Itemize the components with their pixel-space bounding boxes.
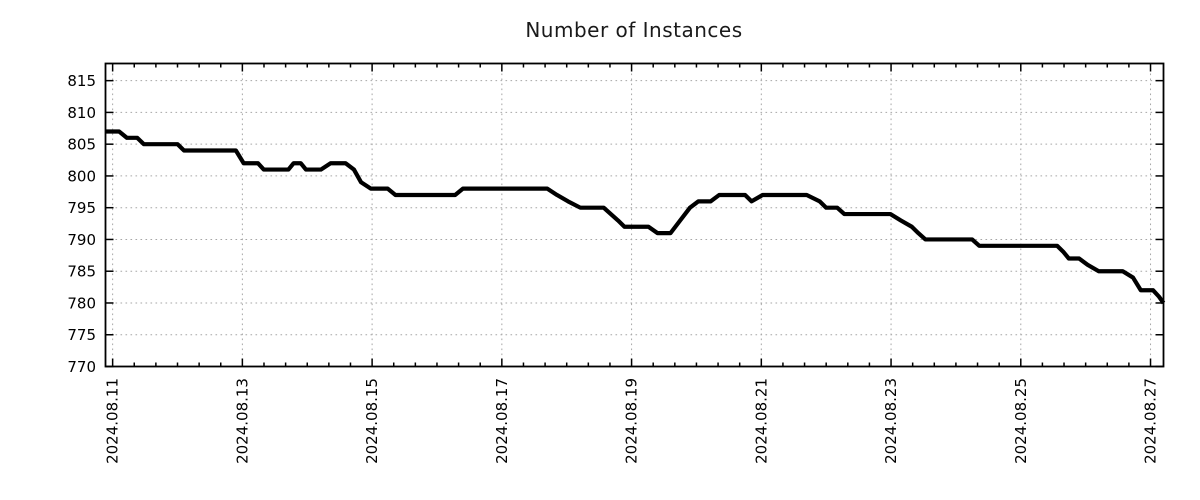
y-tick-label: 790 bbox=[67, 231, 96, 249]
x-tick-label: 2024.08.17 bbox=[493, 378, 511, 464]
y-tick-label: 780 bbox=[67, 294, 96, 312]
x-tick-label: 2024.08.25 bbox=[1012, 378, 1030, 464]
y-tick-label: 775 bbox=[67, 326, 96, 344]
x-tick-label: 2024.08.23 bbox=[882, 378, 900, 464]
x-tick-label: 2024.08.13 bbox=[233, 378, 251, 464]
y-tick-label: 810 bbox=[67, 104, 96, 122]
y-tick-label: 805 bbox=[67, 136, 96, 154]
x-tick-label: 2024.08.21 bbox=[752, 378, 770, 464]
chart-title: Number of Instances bbox=[525, 18, 743, 42]
y-tick-label: 815 bbox=[67, 72, 96, 90]
series-line bbox=[105, 129, 1166, 305]
y-tick-label: 795 bbox=[67, 199, 96, 217]
plot-border bbox=[104, 62, 1165, 368]
x-tick-label: 2024.08.19 bbox=[623, 378, 641, 464]
y-tick-label: 785 bbox=[67, 263, 96, 281]
x-tick-label: 2024.08.15 bbox=[363, 378, 381, 464]
y-tick-label: 800 bbox=[67, 167, 96, 185]
x-tick-label: 2024.08.27 bbox=[1142, 378, 1160, 464]
y-tick-label: 770 bbox=[67, 358, 96, 376]
x-tick-label: 2024.08.11 bbox=[104, 378, 122, 464]
